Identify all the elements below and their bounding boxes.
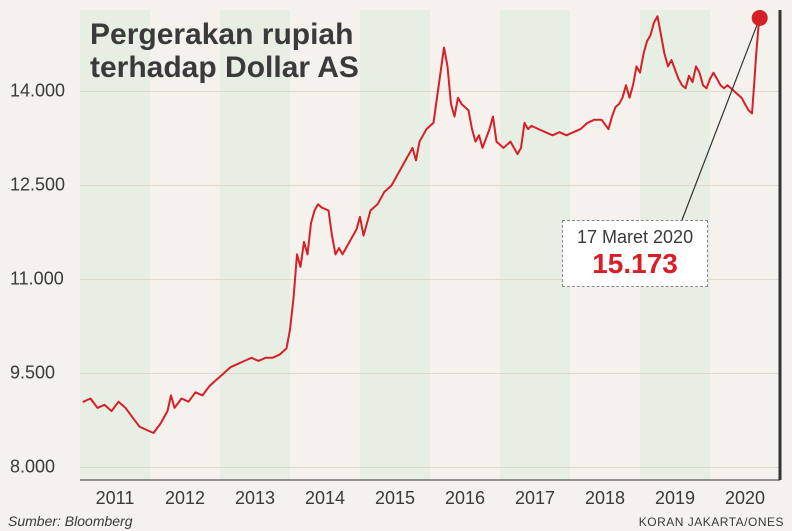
y-tick-label: 14.000 xyxy=(10,81,65,102)
source-text: Sumber: Bloomberg xyxy=(8,513,133,529)
x-tick-label: 2016 xyxy=(445,488,485,509)
y-tick-label: 9.500 xyxy=(10,363,55,384)
x-tick-label: 2020 xyxy=(725,488,765,509)
callout-box: 17 Maret 2020 15.173 xyxy=(562,220,708,287)
x-tick-label: 2018 xyxy=(585,488,625,509)
title-line-2: terhadap Dollar AS xyxy=(90,51,359,84)
x-tick-label: 2015 xyxy=(375,488,415,509)
chart-container: Pergerakan rupiah terhadap Dollar AS 17 … xyxy=(0,0,792,531)
x-tick-label: 2013 xyxy=(235,488,275,509)
x-tick-label: 2017 xyxy=(515,488,555,509)
x-tick-label: 2012 xyxy=(165,488,205,509)
title-line-1: Pergerakan rupiah xyxy=(90,18,353,51)
chart-title: Pergerakan rupiah terhadap Dollar AS xyxy=(90,18,359,84)
credit-text: KORAN JAKARTA/ONES xyxy=(639,515,784,529)
callout-date: 17 Maret 2020 xyxy=(577,227,693,248)
y-tick-label: 8.000 xyxy=(10,457,55,478)
x-tick-label: 2019 xyxy=(655,488,695,509)
y-tick-label: 11.000 xyxy=(10,269,64,290)
x-tick-label: 2014 xyxy=(305,488,345,509)
y-tick-label: 12.500 xyxy=(10,175,65,196)
callout-value: 15.173 xyxy=(577,248,693,280)
x-tick-label: 2011 xyxy=(96,488,135,509)
